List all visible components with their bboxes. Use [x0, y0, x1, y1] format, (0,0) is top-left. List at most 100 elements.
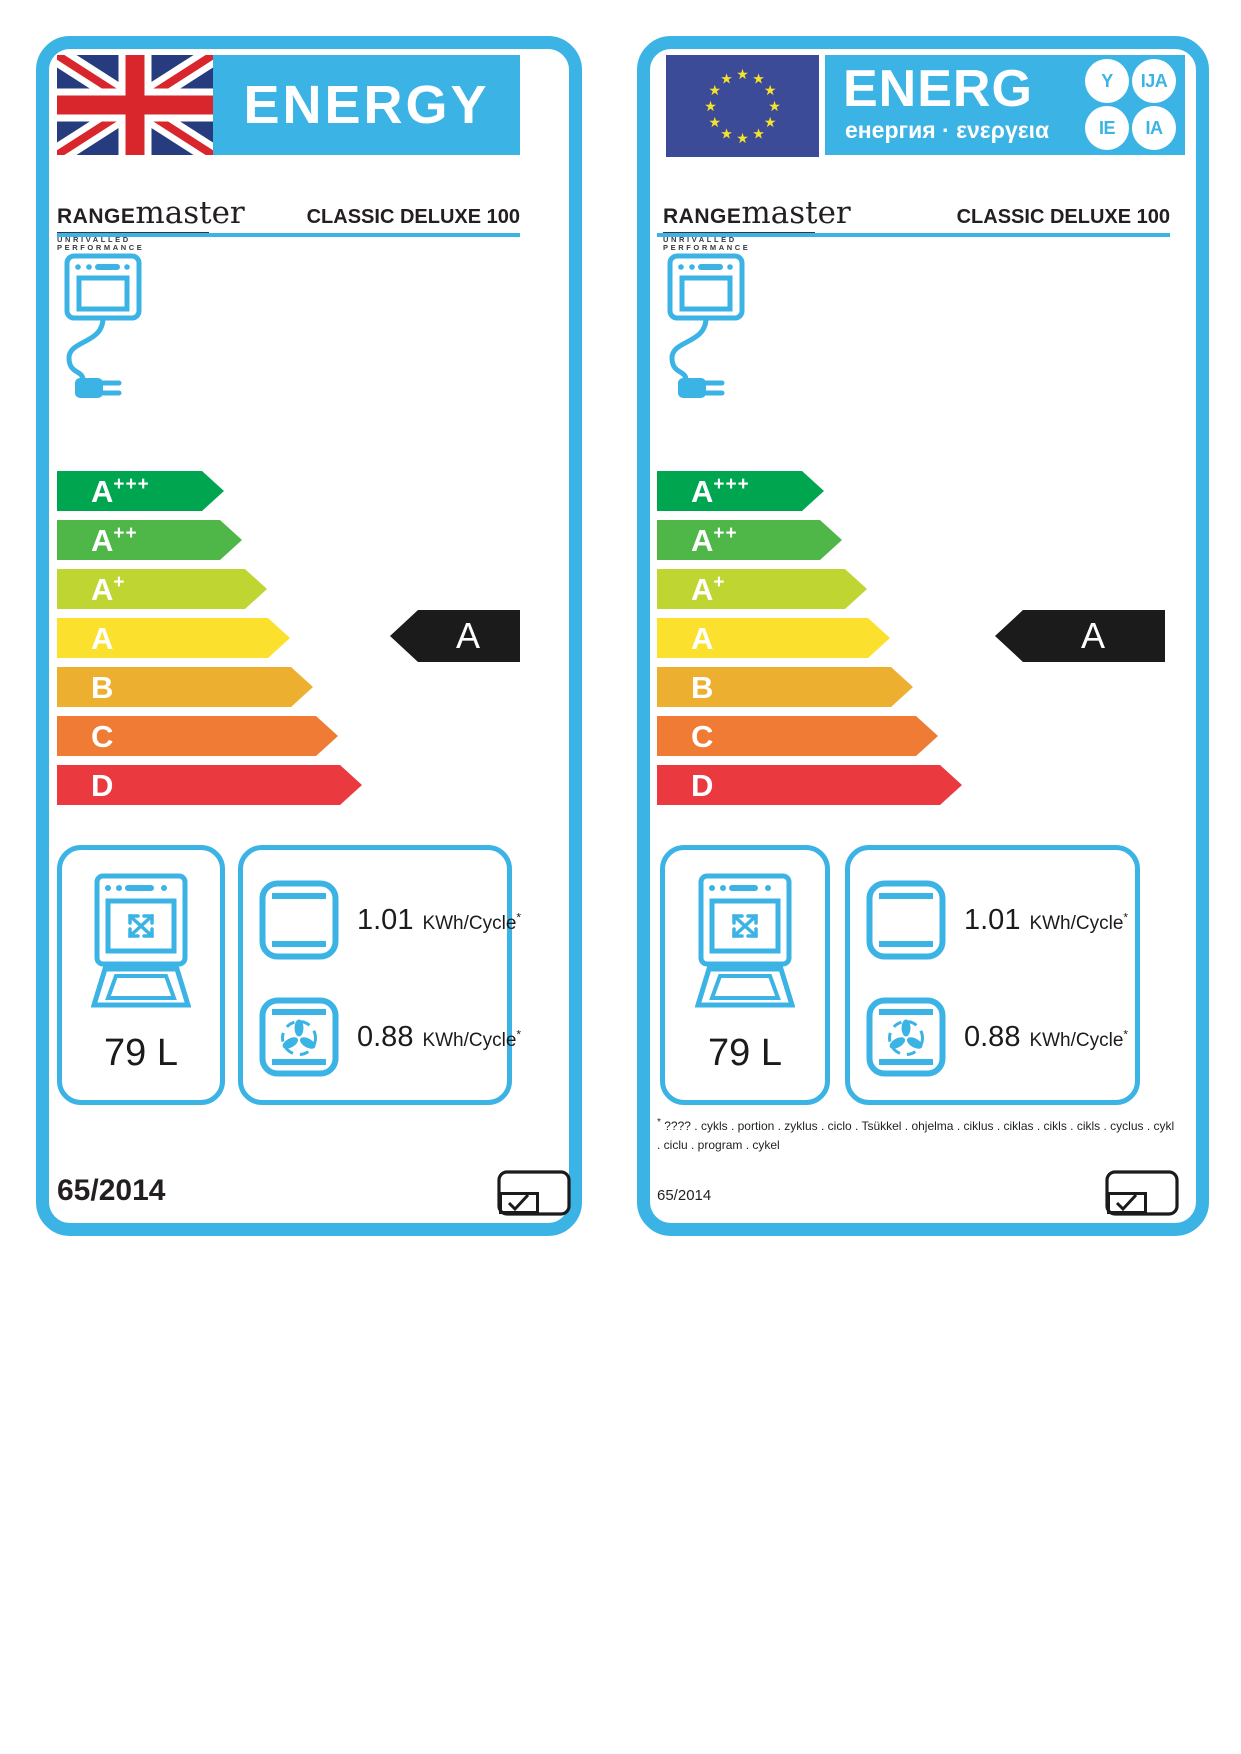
energy-class-bar-a-plus2: A ++ [657, 520, 842, 560]
class-letter: A [691, 473, 714, 509]
consumption-unit: KWh/Cycle* [1029, 910, 1129, 934]
conventional-consumption-text: 1.01 KWh/Cycle* [964, 904, 1128, 937]
electric-oven-plug-icon [667, 253, 745, 398]
class-letter: C [691, 718, 714, 754]
consumption-box: 1.01 KWh/Cycle* 0.88 KWh/Cycle* [238, 845, 521, 1105]
class-letter: A [691, 522, 714, 558]
checkbox-document-icon [497, 1170, 571, 1216]
brand-tagline: UNRIVALLED PERFORMANCE [663, 232, 815, 251]
uk-energy-label: ENERGY RANGEmaster UNRIVALLED PERFORMANC… [36, 36, 582, 1236]
suffix-badge-y: Y [1085, 59, 1129, 103]
energy-class-scale: A +++ A ++ A + A B C D [57, 471, 362, 814]
class-plus: + [113, 571, 126, 593]
consumption-unit: KWh/Cycle* [422, 1027, 522, 1051]
oven-volume-icon [91, 873, 191, 1008]
class-plus: +++ [713, 473, 750, 495]
conventional-consumption-text: 1.01 KWh/Cycle* [357, 904, 521, 937]
conventional-oven-icon [866, 880, 946, 960]
energy-class-bar-b: B [657, 667, 913, 707]
brand-name-serif: master [135, 195, 245, 231]
regulation-number: 65/2014 [57, 1174, 166, 1207]
svg-text:★: ★ [709, 83, 722, 99]
svg-text:★: ★ [736, 67, 749, 83]
energy-class-bar-b: B [57, 667, 313, 707]
consumption-value: 0.88 [357, 1020, 414, 1053]
energy-class-bar-d: D [657, 765, 962, 805]
footnote-mark: * [657, 1117, 661, 1128]
svg-text:★: ★ [764, 115, 777, 131]
energy-class-scale: A +++ A ++ A + A B C D [657, 471, 962, 814]
class-letter: A [691, 571, 714, 607]
suffix-badge-ija: IJA [1132, 59, 1176, 103]
consumption-value: 0.88 [964, 1020, 1021, 1053]
class-letter: A [91, 571, 114, 607]
suffix-badge-ie: IE [1085, 106, 1129, 150]
energ-title: ENERG [843, 60, 1033, 118]
capacity-box: 79 L [660, 845, 830, 1105]
selected-rating-letter: A [455, 615, 480, 656]
consumption-value: 1.01 [964, 903, 1021, 936]
conventional-consumption-row: 1.01 KWh/Cycle* [259, 880, 521, 960]
energy-class-bar-a-plus3: A +++ [57, 471, 224, 511]
consumption-unit: KWh/Cycle* [422, 910, 522, 934]
checkbox-document-icon [1105, 1170, 1179, 1216]
svg-text:★: ★ [720, 127, 733, 143]
class-plus: ++ [713, 522, 738, 544]
svg-text:★: ★ [752, 71, 765, 87]
eu-flag-icon: ★ ★★ ★★★ ★★★ ★★★ [666, 55, 819, 157]
class-letter: A [91, 522, 114, 558]
energy-class-bar-a-plus2: A ++ [57, 520, 242, 560]
energy-title: ENERGY [243, 75, 490, 135]
class-letter: A [91, 620, 114, 656]
class-plus: + [713, 571, 726, 593]
energy-header-band: ENERGY [213, 55, 520, 155]
language-suffix-badges: Y IJA IE IA [1085, 59, 1179, 150]
selected-rating-letter: A [1080, 615, 1105, 656]
model-name: CLASSIC DELUXE 100 [306, 206, 520, 228]
class-letter: D [691, 767, 714, 803]
energy-class-bar-a: A [657, 618, 890, 658]
header-divider [57, 233, 520, 237]
class-letter: B [691, 669, 714, 705]
svg-text:★: ★ [704, 99, 717, 115]
brand-logo: RANGEmaster UNRIVALLED PERFORMANCE [663, 198, 851, 251]
uk-flag-icon [57, 55, 213, 155]
conventional-consumption-row: 1.01 KWh/Cycle* [866, 880, 1128, 960]
svg-text:★: ★ [720, 71, 733, 87]
footnote-text: ???? . cykls . portion . zyklus . ciclo … [657, 1119, 1175, 1153]
cycle-footnote: * ???? . cykls . portion . zyklus . cicl… [657, 1115, 1177, 1155]
svg-text:★: ★ [709, 115, 722, 131]
energy-class-bar-a: A [57, 618, 290, 658]
capacity-box: 79 L [57, 845, 225, 1105]
regulation-number: 65/2014 [657, 1187, 712, 1204]
electric-oven-plug-icon [64, 253, 142, 398]
consumption-box: 1.01 KWh/Cycle* 0.88 KWh/Cycle* [845, 845, 1140, 1105]
model-name: CLASSIC DELUXE 100 [956, 206, 1170, 228]
class-plus: ++ [113, 522, 138, 544]
class-letter: A [691, 620, 714, 656]
fan-consumption-text: 0.88 KWh/Cycle* [357, 1021, 521, 1054]
svg-text:★: ★ [736, 131, 749, 147]
brand-logo: RANGEmaster UNRIVALLED PERFORMANCE [57, 198, 245, 251]
header-divider [657, 233, 1170, 237]
energy-class-bar-d: D [57, 765, 362, 805]
energy-class-bar-c: C [657, 716, 938, 756]
selected-rating-arrow: A [390, 610, 520, 662]
class-letter: D [91, 767, 114, 803]
fan-consumption-row: 0.88 KWh/Cycle* [866, 997, 1128, 1077]
cavity-volume-value: 79 L [104, 1032, 178, 1074]
oven-volume-icon [695, 873, 795, 1008]
fan-consumption-row: 0.88 KWh/Cycle* [259, 997, 521, 1077]
energy-class-bar-a-plus1: A + [657, 569, 867, 609]
eu-energy-label: ★ ★ ★ ★ ★ ★ ★ ★ ★ ★ ★ ★ ENERG енергия · ενεργεια… [637, 36, 1209, 1236]
class-letter: B [91, 669, 114, 705]
cavity-volume-value: 79 L [708, 1032, 782, 1074]
energ-subtitle: енергия · ενεργεια [845, 117, 1050, 143]
energy-class-bar-a-plus1: A + [57, 569, 267, 609]
consumption-unit: KWh/Cycle* [1029, 1027, 1129, 1051]
energ-header-band: ENERG енергия · ενεργεια Y IJA IE IA [825, 55, 1185, 155]
brand-name-serif: master [741, 195, 851, 231]
class-plus: +++ [113, 473, 150, 495]
suffix-badge-ia: IA [1132, 106, 1176, 150]
